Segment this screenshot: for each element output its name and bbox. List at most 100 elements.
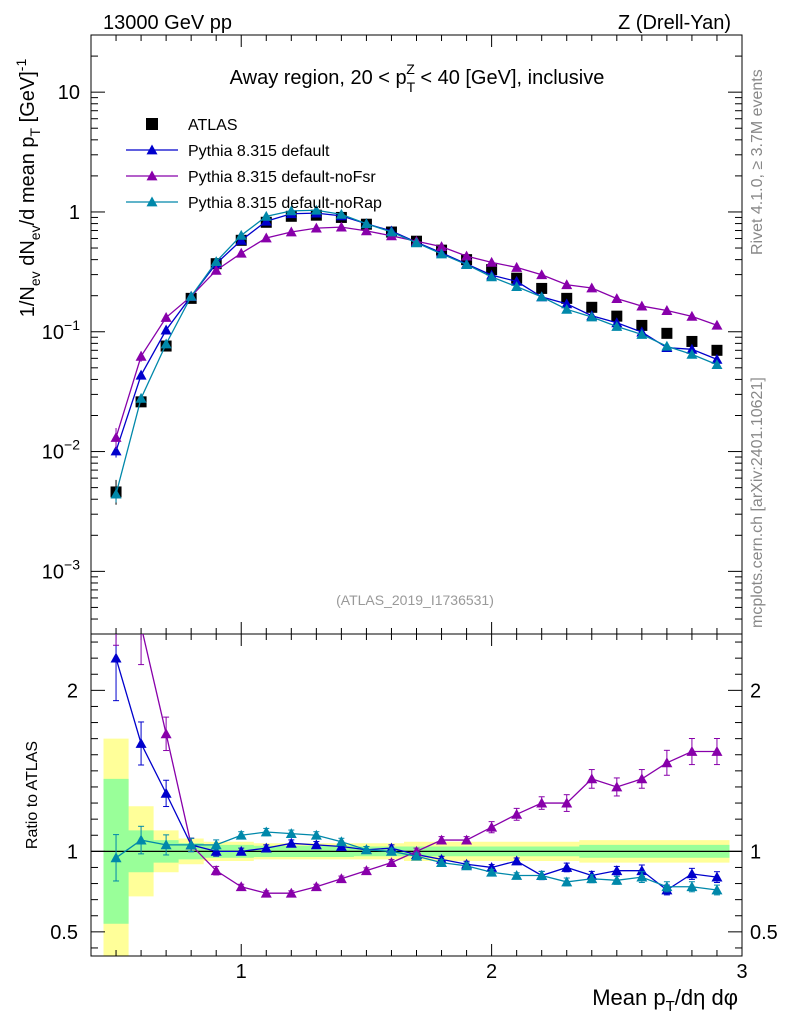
series-1-ratio-point <box>235 845 247 856</box>
series-3-main-point <box>511 281 523 292</box>
series-2-ratio-point <box>536 797 548 808</box>
series-3-ratio-point <box>310 829 322 840</box>
series-1-ratio-point <box>210 845 222 856</box>
series-2-ratio-point <box>335 873 347 884</box>
series-3-main-point <box>461 259 473 269</box>
series-3-ratio-point <box>235 829 247 840</box>
series-2-ratio-point <box>436 834 448 845</box>
series-3-main-point <box>385 226 397 237</box>
series-3-ratio-point <box>210 839 222 850</box>
series-2-main-point <box>335 221 347 232</box>
mcplots-label: mcplots.cern.ch [arXiv:2401.10621] <box>749 377 766 628</box>
series-3-main-point <box>235 229 247 240</box>
ratio-plot-frame <box>90 633 743 957</box>
series-2-main-line <box>115 226 718 438</box>
series-1-ratio-point <box>636 865 648 876</box>
ratio-tick-label-right: 0.5 <box>750 922 778 944</box>
series-2-main-point <box>210 264 222 275</box>
series-3 <box>110 204 723 896</box>
series-3-main-point <box>135 392 147 403</box>
legend-atlas-label: ATLAS <box>188 117 238 134</box>
series-3-ratio-point <box>561 876 573 887</box>
series-3-ratio-point <box>160 839 172 850</box>
y-tick-label: 10 <box>58 82 80 104</box>
series-1-main-point <box>110 445 122 456</box>
series-2-main-point <box>711 319 723 330</box>
series-3-main-point <box>711 359 723 369</box>
x-tick-label: 2 <box>486 961 497 983</box>
series-3-main-point <box>411 237 422 248</box>
series-3-main-point <box>185 290 197 301</box>
atlas-data-point <box>536 282 548 294</box>
series-2-main-point <box>135 350 147 361</box>
series-1-ratio-point <box>711 871 723 882</box>
header-process: Z (Drell-Yan) <box>618 12 731 34</box>
ratio-y-axis-label: Ratio to ATLAS <box>24 741 41 849</box>
ratio-tick-label-right: 2 <box>750 680 761 702</box>
series-3-main-point <box>335 208 347 219</box>
series-2-main-point <box>310 222 322 233</box>
series-3-ratio-group <box>110 825 723 896</box>
series-1 <box>110 207 723 896</box>
series-3-main-point <box>260 210 272 221</box>
series-3-ratio-point <box>335 836 347 847</box>
series-3-main-point <box>110 488 122 499</box>
series-3-ratio-point <box>636 871 648 882</box>
ratio-tick-label: 2 <box>67 680 78 702</box>
series-3-ratio-point <box>461 860 473 871</box>
series-2-main-point <box>661 305 673 315</box>
plot-title-post: < 40 [GeV], inclusive <box>415 67 605 89</box>
series-3-ratio-point <box>661 881 673 892</box>
series-3-ratio-point <box>285 828 297 839</box>
series-3-ratio-point <box>511 870 523 880</box>
atlas-data-point <box>661 327 673 339</box>
series-1-ratio-point <box>310 839 322 850</box>
series-1-ratio-point <box>511 855 523 866</box>
plot-title-sup: Z <box>406 61 415 77</box>
series-2-main-point <box>461 250 473 261</box>
series-3-ratio-point <box>536 870 548 880</box>
series-3-main-point <box>586 311 598 322</box>
series-1-main-point <box>511 275 523 286</box>
series-2-main-point <box>260 232 272 243</box>
series-2-main-point <box>611 293 623 304</box>
series-3-ratio-point <box>185 839 197 850</box>
series-3-main-point <box>561 303 573 314</box>
series-3-main-point <box>210 256 222 267</box>
series-3-ratio-point <box>611 874 623 885</box>
legend-marker <box>146 144 158 155</box>
series-2-ratio-point <box>686 746 698 756</box>
series-2-ratio-point <box>711 746 723 756</box>
series-2-main-point <box>360 225 372 236</box>
header-energy: 13000 GeV pp <box>103 12 232 34</box>
series-2-ratio-point <box>260 887 272 898</box>
series-2-main-point <box>436 241 448 252</box>
legend-label: Pythia 8.315 default <box>188 143 330 160</box>
series-3-ratio-point <box>260 826 272 837</box>
plot-title-pre: Away region, 20 < p <box>230 67 407 89</box>
series-3-main-point <box>636 328 648 339</box>
ratio-tick-label: 0.5 <box>50 922 78 944</box>
series-3-ratio-point <box>135 834 147 845</box>
series-2-ratio-point <box>486 821 498 832</box>
series-2-ratio-point <box>586 773 598 784</box>
series-3-main-point <box>536 291 548 302</box>
series-2-ratio-point <box>360 865 372 876</box>
series-1-main-point <box>160 324 172 335</box>
series-2-ratio-point <box>611 781 623 792</box>
series-1-ratio-point <box>160 787 172 798</box>
legend-label: Pythia 8.315 default-noRap <box>188 195 382 212</box>
series-2-ratio-point <box>636 773 648 784</box>
series-1-main-point <box>561 298 573 309</box>
x-tick-label: 1 <box>236 961 247 983</box>
series-1-ratio-point <box>135 737 147 748</box>
series-1-ratio-point <box>285 837 297 848</box>
legend-marker <box>146 196 158 207</box>
series-3-main-point <box>486 271 498 282</box>
series-2-main-point <box>636 300 648 311</box>
series-3-main-point <box>360 218 372 229</box>
series-3-main-point <box>686 348 698 359</box>
y-tick-label: 10−2 <box>42 437 80 464</box>
series-3-ratio-point <box>436 857 448 868</box>
